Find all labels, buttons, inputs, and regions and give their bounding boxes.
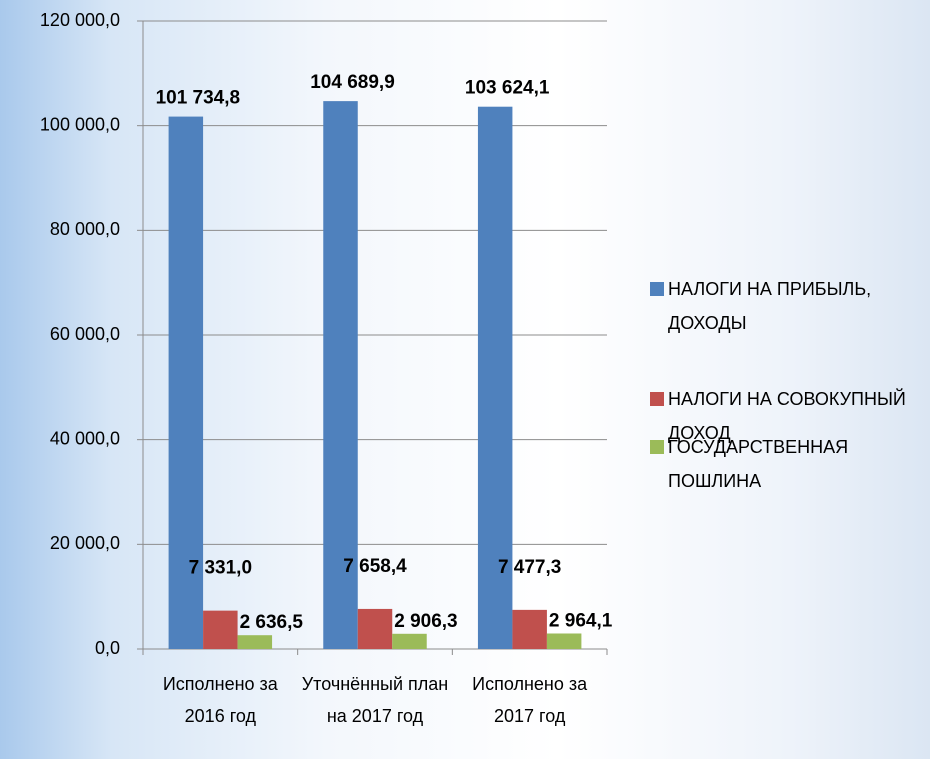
y-tick-label: 40 000,0	[50, 428, 120, 448]
legend-swatch	[650, 392, 664, 406]
y-tick-label: 60 000,0	[50, 324, 120, 344]
y-tick-label: 0,0	[95, 638, 120, 658]
data-label: 104 689,9	[310, 72, 395, 93]
bar	[477, 106, 513, 649]
x-tick-label: Уточнённый план на 2017 год	[301, 674, 449, 726]
data-label: 2 906,3	[394, 611, 457, 632]
bar	[323, 101, 358, 649]
data-label: 7 477,3	[498, 557, 561, 578]
data-label: 7 331,0	[189, 558, 252, 579]
y-tick-label: 80 000,0	[50, 219, 120, 239]
data-label: 101 734,8	[156, 88, 241, 109]
bar	[392, 633, 427, 649]
bar	[168, 116, 204, 649]
legend-swatch	[650, 282, 664, 296]
bar	[546, 633, 582, 649]
y-tick-label: 20 000,0	[50, 533, 120, 553]
x-tick-label: Исполнено за 2016 год	[162, 674, 278, 726]
y-tick-label: 120 000,0	[40, 10, 120, 30]
data-label: 2 964,1	[549, 611, 613, 632]
data-label: 103 624,1	[465, 78, 550, 99]
bar	[512, 609, 547, 649]
y-tick-label: 100 000,0	[40, 114, 120, 134]
legend-label: НАЛОГИ НА СОВОКУПНЫЙ ДОХОД	[668, 389, 906, 443]
legend-swatch	[650, 440, 664, 454]
legend-label: НАЛОГИ НА ПРИБЫЛЬ, ДОХОДЫ	[668, 279, 872, 333]
bar	[203, 610, 238, 649]
legend-label: ГОСУДАРСТВЕННАЯ ПОШЛИНА	[668, 437, 849, 491]
bar	[237, 635, 273, 649]
x-tick-label: Исполнено за 2017 год	[472, 674, 588, 726]
bar	[357, 608, 393, 649]
data-label: 7 658,4	[343, 556, 407, 577]
data-label: 2 636,5	[240, 612, 304, 633]
